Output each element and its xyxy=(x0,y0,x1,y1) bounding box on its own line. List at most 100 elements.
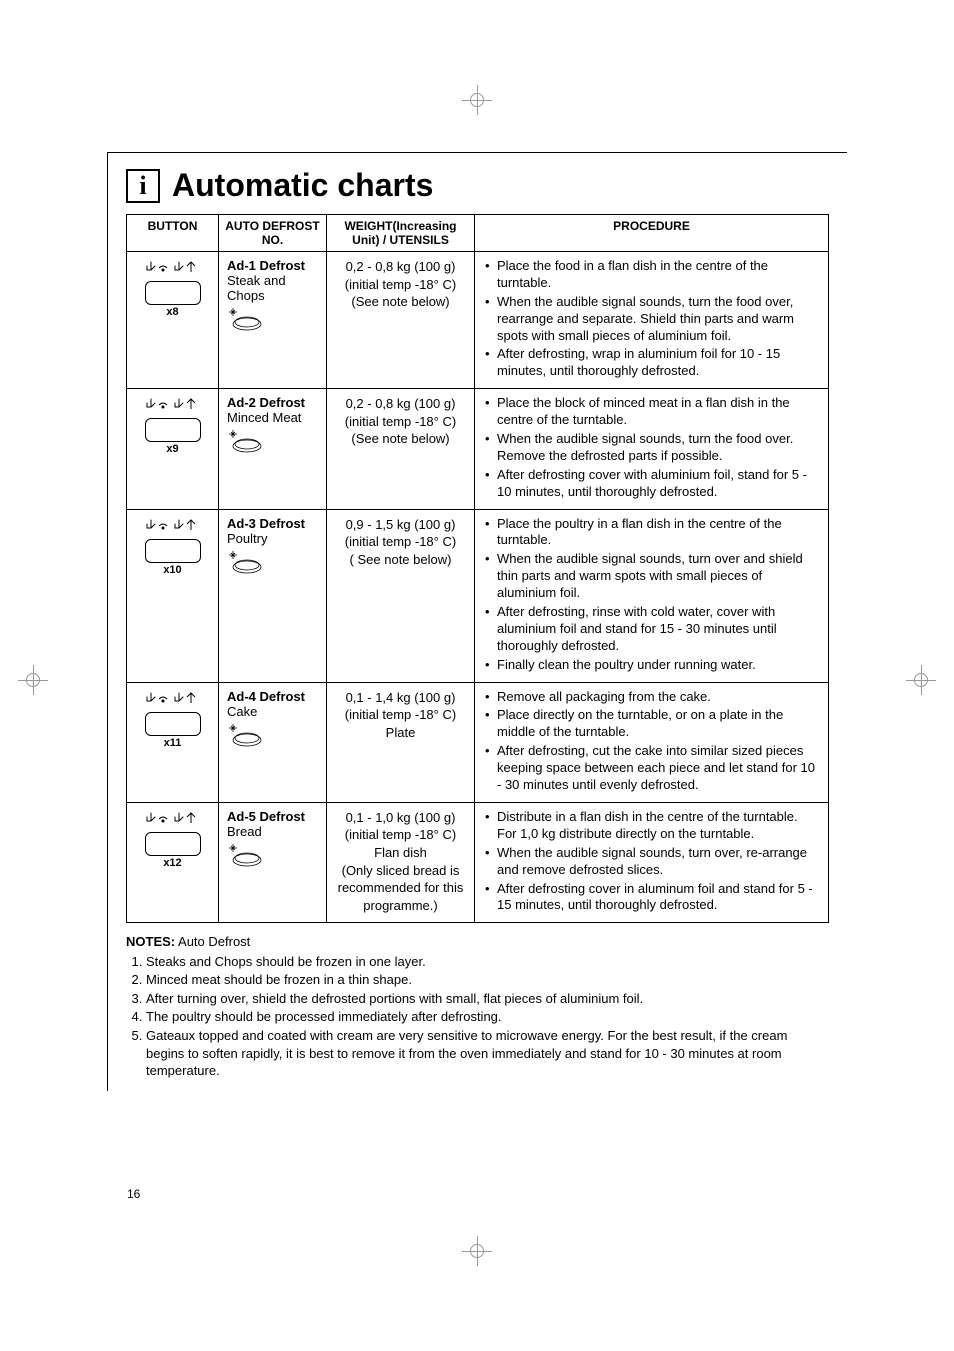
header: i Automatic charts xyxy=(126,167,829,204)
procedure-item: After defrosting, wrap in aluminium foil… xyxy=(483,346,820,380)
procedure-item: Place the food in a flan dish in the cen… xyxy=(483,258,820,292)
table-row: x8 Ad-1 Defrost Steak and Chops 0,2 - 0,… xyxy=(127,252,829,389)
auto-cell: Ad-4 Defrost Cake xyxy=(219,682,327,802)
button-shape xyxy=(145,281,201,305)
defrost-no: Ad-4 Defrost xyxy=(227,689,318,704)
button-icon xyxy=(145,811,201,828)
procedure-item: When the audible signal sounds, turn the… xyxy=(483,294,820,345)
button-icon xyxy=(145,691,201,708)
weight-line: (initial temp -18° C) xyxy=(335,413,466,431)
button-count: x11 xyxy=(131,737,214,749)
weight-line: (See note below) xyxy=(335,430,466,448)
procedure-cell: Distribute in a flan dish in the centre … xyxy=(475,802,829,922)
auto-cell: Ad-1 Defrost Steak and Chops xyxy=(219,252,327,389)
procedure-item: When the audible signal sounds, turn ove… xyxy=(483,551,820,602)
defrost-food: Steak and Chops xyxy=(227,273,318,303)
button-cell: x10 xyxy=(127,509,219,682)
crop-mark xyxy=(18,665,48,695)
procedure-item: Place the block of minced meat in a flan… xyxy=(483,395,820,429)
button-cell: x8 xyxy=(127,252,219,389)
button-shape xyxy=(145,539,201,563)
defrost-no: Ad-5 Defrost xyxy=(227,809,318,824)
button-count: x12 xyxy=(131,857,214,869)
procedure-cell: Place the food in a flan dish in the cen… xyxy=(475,252,829,389)
note-item: Minced meat should be frozen in a thin s… xyxy=(146,971,829,989)
button-shape xyxy=(145,418,201,442)
notes-list: Steaks and Chops should be frozen in one… xyxy=(126,953,829,1080)
button-count: x9 xyxy=(131,443,214,455)
weight-line: 0,2 - 0,8 kg (100 g) xyxy=(335,395,466,413)
table-row: x9 Ad-2 Defrost Minced Meat 0,2 - 0,8 kg… xyxy=(127,389,829,509)
table-row: x10 Ad-3 Defrost Poultry 0,9 - 1,5 kg (1… xyxy=(127,509,829,682)
procedure-cell: Remove all packaging from the cake.Place… xyxy=(475,682,829,802)
procedure-item: After defrosting cover with aluminium fo… xyxy=(483,467,820,501)
procedure-item: Distribute in a flan dish in the centre … xyxy=(483,809,820,843)
notes-subheading: Auto Defrost xyxy=(178,934,250,949)
button-cell: x11 xyxy=(127,682,219,802)
page-title: Automatic charts xyxy=(172,167,433,204)
button-icon xyxy=(145,260,201,277)
auto-cell: Ad-3 Defrost Poultry xyxy=(219,509,327,682)
procedure-item: After defrosting cover in aluminum foil … xyxy=(483,881,820,915)
food-icon xyxy=(227,428,267,456)
weight-line: 0,9 - 1,5 kg (100 g) xyxy=(335,516,466,534)
button-icon xyxy=(145,397,201,414)
crop-mark xyxy=(462,1236,492,1266)
procedure-item: Remove all packaging from the cake. xyxy=(483,689,820,706)
weight-line: (initial temp -18° C) xyxy=(335,276,466,294)
weight-cell: 0,1 - 1,0 kg (100 g)(initial temp -18° C… xyxy=(327,802,475,922)
button-count: x8 xyxy=(131,306,214,318)
weight-line: 0,1 - 1,4 kg (100 g) xyxy=(335,689,466,707)
defrost-food: Minced Meat xyxy=(227,410,318,425)
procedure-item: After defrosting, cut the cake into simi… xyxy=(483,743,820,794)
crop-mark xyxy=(906,665,936,695)
button-shape xyxy=(145,712,201,736)
weight-cell: 0,2 - 0,8 kg (100 g)(initial temp -18° C… xyxy=(327,252,475,389)
procedure-item: Place the poultry in a flan dish in the … xyxy=(483,516,820,550)
crop-mark xyxy=(462,85,492,115)
auto-cell: Ad-5 Defrost Bread xyxy=(219,802,327,922)
weight-line: 0,2 - 0,8 kg (100 g) xyxy=(335,258,466,276)
weight-line: (initial temp -18° C) xyxy=(335,533,466,551)
procedure-item: Finally clean the poultry under running … xyxy=(483,657,820,674)
procedure-item: When the audible signal sounds, turn the… xyxy=(483,431,820,465)
weight-cell: 0,9 - 1,5 kg (100 g)(initial temp -18° C… xyxy=(327,509,475,682)
procedure-item: After defrosting, rinse with cold water,… xyxy=(483,604,820,655)
procedure-item: Place directly on the turntable, or on a… xyxy=(483,707,820,741)
auto-cell: Ad-2 Defrost Minced Meat xyxy=(219,389,327,509)
note-item: Gateaux topped and coated with cream are… xyxy=(146,1027,829,1080)
info-icon: i xyxy=(126,169,160,203)
weight-line: (initial temp -18° C) xyxy=(335,706,466,724)
defrost-table: BUTTON AUTO DEFROST NO. WEIGHT(Increasin… xyxy=(126,214,829,923)
th-procedure: PROCEDURE xyxy=(475,215,829,252)
button-count: x10 xyxy=(131,564,214,576)
defrost-food: Bread xyxy=(227,824,318,839)
button-shape xyxy=(145,832,201,856)
page-number: 16 xyxy=(127,1187,140,1201)
page-frame: i Automatic charts BUTTON AUTO DEFROST N… xyxy=(107,152,847,1091)
defrost-food: Poultry xyxy=(227,531,318,546)
notes-section: NOTES: Auto Defrost Steaks and Chops sho… xyxy=(126,933,829,1079)
table-row: x12 Ad-5 Defrost Bread 0,1 - 1,0 kg (100… xyxy=(127,802,829,922)
food-icon xyxy=(227,549,267,577)
defrost-no: Ad-1 Defrost xyxy=(227,258,318,273)
procedure-item: When the audible signal sounds, turn ove… xyxy=(483,845,820,879)
weight-line: Plate xyxy=(335,724,466,742)
food-icon xyxy=(227,722,267,750)
note-item: Steaks and Chops should be frozen in one… xyxy=(146,953,829,971)
th-auto: AUTO DEFROST NO. xyxy=(219,215,327,252)
weight-cell: 0,2 - 0,8 kg (100 g)(initial temp -18° C… xyxy=(327,389,475,509)
th-weight: WEIGHT(Increasing Unit) / UTENSILS xyxy=(327,215,475,252)
weight-line: ( See note below) xyxy=(335,551,466,569)
note-item: After turning over, shield the defrosted… xyxy=(146,990,829,1008)
defrost-food: Cake xyxy=(227,704,318,719)
food-icon xyxy=(227,842,267,870)
weight-line: Flan dish xyxy=(335,844,466,862)
weight-line: (Only sliced bread is recommended for th… xyxy=(335,862,466,915)
defrost-no: Ad-3 Defrost xyxy=(227,516,318,531)
note-item: The poultry should be processed immediat… xyxy=(146,1008,829,1026)
weight-line: 0,1 - 1,0 kg (100 g) xyxy=(335,809,466,827)
food-icon xyxy=(227,306,267,334)
defrost-no: Ad-2 Defrost xyxy=(227,395,318,410)
weight-cell: 0,1 - 1,4 kg (100 g)(initial temp -18° C… xyxy=(327,682,475,802)
